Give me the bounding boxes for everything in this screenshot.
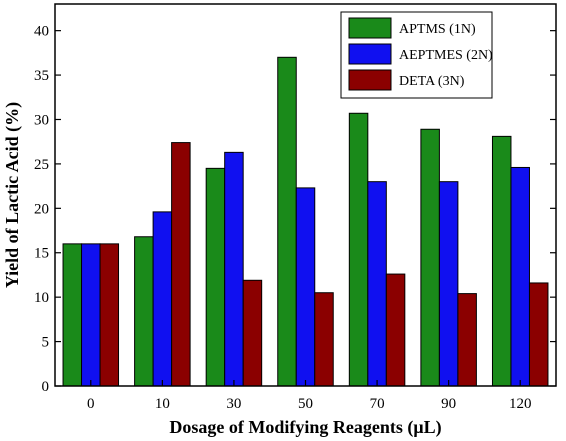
legend-swatch [348, 43, 392, 65]
bar-3-50 [314, 292, 334, 387]
bar-2-10 [152, 211, 173, 387]
bar-3-30 [242, 279, 263, 387]
bar-2-90 [438, 181, 459, 387]
bar-1-90 [420, 128, 440, 387]
bar-2-30 [224, 151, 244, 387]
bar-1-30 [205, 167, 226, 387]
bar-3-90 [457, 293, 477, 387]
x-tick-label: 90 [441, 396, 456, 412]
x-tick-label: 120 [509, 396, 532, 412]
bar-1-10 [134, 236, 154, 387]
y-tick-label: 35 [34, 68, 49, 84]
bar-2-70 [367, 181, 387, 387]
x-tick-label: 10 [155, 396, 170, 412]
legend: APTMS (1N) AEPTMES (2N) DETA (3N) [340, 11, 493, 99]
bar-3-10 [171, 142, 191, 387]
bar-3-0 [99, 243, 120, 387]
bar-2-0 [81, 243, 101, 387]
bar-3-120 [528, 282, 549, 387]
x-axis: 0 10 30 50 70 90 120 [87, 380, 531, 412]
bar-3-70 [385, 273, 406, 387]
y-tick-label: 20 [34, 201, 49, 217]
bars-layer [62, 56, 549, 387]
y-tick-label: 15 [34, 246, 49, 262]
bar-1-120 [491, 135, 512, 387]
x-tick-label: 70 [370, 396, 385, 412]
y-tick-label: 25 [34, 157, 49, 173]
x-tick-label: 50 [298, 396, 313, 412]
bar-2-120 [510, 166, 530, 387]
bar-1-70 [348, 112, 369, 387]
bar-1-50 [277, 56, 297, 387]
y-axis-title: Yield of Lactic Acid (%) [2, 102, 23, 288]
legend-label: AEPTMES (2N) [399, 48, 493, 63]
y-tick-label: 10 [34, 290, 49, 306]
y-tick-label: 5 [42, 335, 50, 351]
legend-swatch [348, 17, 392, 39]
bar-2-50 [295, 187, 316, 387]
y-tick-label: 40 [34, 24, 49, 40]
legend-label: APTMS (1N) [399, 22, 476, 37]
legend-label: DETA (3N) [399, 74, 465, 89]
x-axis-title: Dosage of Modifying Reagents (μL) [169, 417, 441, 438]
bar-1-0 [62, 243, 83, 387]
legend-swatch [348, 69, 392, 91]
x-tick-label: 30 [226, 396, 241, 412]
y-tick-label: 30 [34, 112, 49, 128]
y-tick-label: 0 [42, 379, 50, 395]
x-tick-label: 0 [87, 396, 95, 412]
y-axis: 0 5 10 15 20 25 30 35 40 [34, 24, 556, 395]
